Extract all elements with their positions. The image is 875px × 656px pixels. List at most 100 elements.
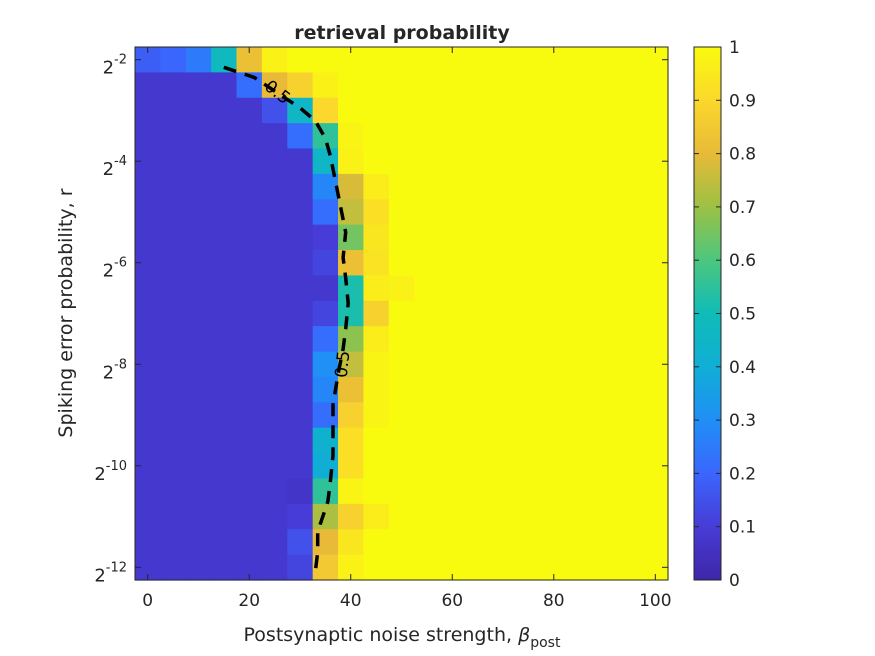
heatmap-cell bbox=[211, 529, 238, 556]
heatmap-cell bbox=[591, 529, 618, 556]
heatmap-cell bbox=[363, 376, 390, 403]
heatmap-cell bbox=[312, 351, 339, 378]
heatmap-cell bbox=[312, 402, 339, 429]
heatmap-cell bbox=[566, 478, 593, 505]
heatmap-cell bbox=[363, 326, 390, 353]
heatmap-cell bbox=[211, 453, 238, 480]
heatmap-cell bbox=[541, 300, 568, 327]
heatmap-cell bbox=[363, 224, 390, 251]
heatmap-cell bbox=[617, 72, 644, 99]
heatmap-cell bbox=[541, 453, 568, 480]
heatmap-cell bbox=[160, 224, 187, 251]
heatmap-cell bbox=[160, 554, 187, 581]
heatmap-cell bbox=[160, 72, 187, 99]
heatmap-cell bbox=[388, 72, 415, 99]
heatmap-cell bbox=[160, 199, 187, 226]
heatmap-cell bbox=[236, 148, 263, 175]
heatmap-cell bbox=[490, 47, 517, 73]
y-tick-label: 2-12 bbox=[94, 560, 127, 586]
heatmap-cell bbox=[439, 72, 466, 99]
heatmap-cell bbox=[515, 402, 542, 429]
heatmap-cell bbox=[617, 478, 644, 505]
heatmap-cell bbox=[414, 376, 441, 403]
heatmap-cell bbox=[211, 376, 238, 403]
heatmap-cell bbox=[617, 351, 644, 378]
heatmap-cell bbox=[414, 275, 441, 302]
heatmap-cell bbox=[287, 351, 314, 378]
heatmap-cell bbox=[414, 478, 441, 505]
heatmap-cell bbox=[541, 224, 568, 251]
y-tick-label: 2-10 bbox=[94, 459, 127, 485]
heatmap-cell bbox=[464, 47, 491, 73]
heatmap-cell bbox=[388, 123, 415, 150]
heatmap-cell bbox=[515, 148, 542, 175]
heatmap-cell bbox=[642, 478, 669, 505]
heatmap-cell bbox=[439, 453, 466, 480]
heatmap-cell bbox=[261, 300, 288, 327]
heatmap-cell bbox=[135, 123, 161, 150]
heatmap-cell bbox=[287, 503, 314, 530]
heatmap-cell bbox=[642, 173, 669, 200]
heatmap-cell bbox=[414, 351, 441, 378]
heatmap-cell bbox=[287, 72, 314, 99]
heatmap-cell bbox=[414, 503, 441, 530]
heatmap-cell bbox=[490, 250, 517, 277]
heatmap-cell bbox=[591, 503, 618, 530]
heatmap-cell bbox=[160, 376, 187, 403]
heatmap-cell bbox=[185, 478, 212, 505]
heatmap-cell bbox=[160, 123, 187, 150]
heatmap-cell bbox=[312, 427, 339, 454]
heatmap-cell bbox=[414, 326, 441, 353]
heatmap-cell bbox=[566, 47, 593, 73]
heatmap-cell bbox=[185, 97, 212, 124]
x-axis-ticks: 0 20 40 60 80 100 bbox=[142, 47, 672, 611]
heatmap-cell bbox=[617, 123, 644, 150]
heatmap-cell bbox=[211, 250, 238, 277]
heatmap-cell bbox=[185, 224, 212, 251]
heatmap-cell bbox=[388, 478, 415, 505]
heatmap-cell bbox=[515, 224, 542, 251]
heatmap-cell bbox=[566, 72, 593, 99]
heatmap-cell bbox=[439, 427, 466, 454]
heatmap-cell bbox=[541, 351, 568, 378]
heatmap-cell bbox=[490, 300, 517, 327]
heatmap-cell bbox=[566, 427, 593, 454]
x-tick-label: 20 bbox=[238, 591, 260, 611]
heatmap-cell bbox=[464, 427, 491, 454]
heatmap-cell bbox=[312, 326, 339, 353]
colorbar-tick-label: 0 bbox=[729, 571, 740, 591]
heatmap-cell bbox=[490, 97, 517, 124]
heatmap-cell bbox=[135, 173, 161, 200]
heatmap-cell bbox=[388, 376, 415, 403]
heatmap-cell bbox=[439, 402, 466, 429]
heatmap-cell bbox=[414, 427, 441, 454]
heatmap-cell bbox=[261, 427, 288, 454]
heatmap-cell bbox=[388, 351, 415, 378]
heatmap-cell bbox=[490, 376, 517, 403]
heatmap-cell bbox=[236, 275, 263, 302]
heatmap-cell bbox=[541, 503, 568, 530]
heatmap-cell bbox=[388, 148, 415, 175]
heatmap-cell bbox=[515, 72, 542, 99]
heatmap-cell bbox=[287, 376, 314, 403]
heatmap-cell bbox=[287, 453, 314, 480]
heatmap-cell bbox=[312, 224, 339, 251]
x-tick-label: 60 bbox=[441, 591, 463, 611]
heatmap-cell bbox=[591, 326, 618, 353]
heatmap-cell bbox=[135, 300, 161, 327]
heatmap-cell bbox=[338, 478, 365, 505]
heatmap-cell bbox=[388, 453, 415, 480]
heatmap-cell bbox=[541, 148, 568, 175]
heatmap-cell bbox=[363, 503, 390, 530]
heatmap-cell bbox=[464, 97, 491, 124]
heatmap-cell bbox=[617, 300, 644, 327]
heatmap-cell bbox=[338, 275, 365, 302]
heatmap-cell bbox=[211, 173, 238, 200]
heatmap-cell bbox=[287, 250, 314, 277]
heatmap-cell bbox=[566, 453, 593, 480]
heatmap-cell bbox=[363, 529, 390, 556]
heatmap-cell bbox=[185, 199, 212, 226]
heatmap-cell bbox=[490, 503, 517, 530]
heatmap-cell bbox=[439, 250, 466, 277]
heatmap-cell bbox=[490, 402, 517, 429]
